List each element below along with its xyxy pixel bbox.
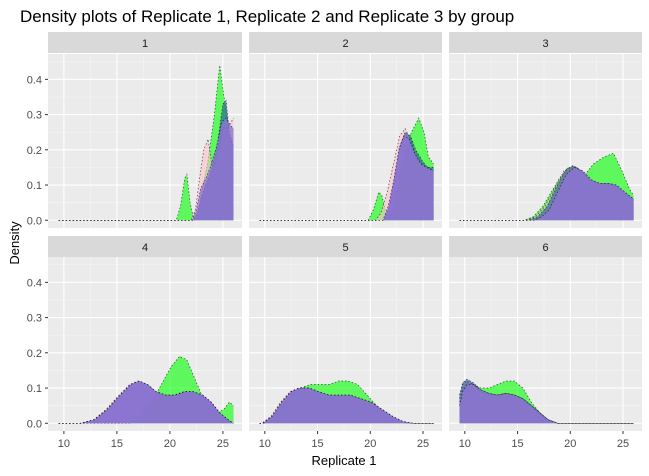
facet-panels: 1 2 3 4 5 6 [48, 32, 642, 431]
facet-strip-label: 3 [542, 38, 548, 50]
y-tick-label: 0.2 [27, 348, 42, 360]
facet-strip [249, 32, 442, 53]
density-area-series-4 [58, 381, 234, 424]
facet-strip [449, 32, 642, 53]
y-tick-label: 0.0 [27, 215, 42, 227]
density-areas [459, 152, 634, 221]
y-tick-label: 0.4 [27, 277, 42, 289]
y-tick-label: 0.1 [27, 383, 42, 395]
y-axis-label: Density [7, 221, 22, 265]
density-area-series-4 [459, 384, 634, 424]
density-outline-series-3 [459, 378, 634, 424]
density-areas [58, 65, 234, 221]
x-axis-ticks: 10 15 20 25 10 15 20 25 10 15 20 25 [58, 431, 629, 450]
facet-strip-label: 2 [342, 38, 348, 50]
facet-strip-label: 4 [142, 242, 148, 254]
chart-title: Density plots of Replicate 1, Replicate … [20, 7, 514, 26]
facet-strip-label: 5 [342, 242, 348, 254]
facet-strip-label: 6 [542, 242, 548, 254]
density-area-series-4 [459, 167, 634, 221]
density-outline-series-4 [459, 384, 634, 424]
x-axis-label: Replicate 1 [311, 453, 376, 468]
x-tick-label: 25 [217, 438, 229, 450]
y-axis-ticks: 0.0 0.1 0.2 0.3 0.4 0.0 0.1 0.2 0.3 0.4 [27, 74, 48, 430]
facet-strip [48, 236, 242, 257]
facet-panel-6: 6 [449, 236, 642, 431]
x-tick-label: 10 [58, 438, 70, 450]
x-tick-label: 20 [364, 438, 376, 450]
facet-panel-4: 4 [48, 236, 242, 431]
density-outline-series-2 [259, 387, 434, 424]
facet-strip-label: 1 [142, 38, 148, 50]
y-tick-label: 0.1 [27, 180, 42, 192]
facet-panel-2: 2 [249, 32, 442, 228]
gridlines [48, 257, 242, 431]
density-outline-series-4 [259, 387, 434, 424]
density-areas [259, 380, 434, 424]
facet-panel-5: 5 [249, 236, 442, 431]
y-tick-label: 0.2 [27, 145, 42, 157]
density-area-series-4 [58, 118, 234, 221]
x-tick-label: 10 [259, 438, 271, 450]
density-outline-series-1 [459, 152, 634, 221]
density-outline-series-3 [259, 131, 434, 221]
x-tick-label: 20 [164, 438, 176, 450]
y-tick-label: 0.3 [27, 110, 42, 122]
x-tick-label: 10 [459, 438, 471, 450]
facet-strip [449, 236, 642, 257]
x-tick-label: 25 [417, 438, 429, 450]
x-tick-label: 20 [564, 438, 576, 450]
density-area-series-4 [259, 135, 434, 221]
y-tick-label: 0.4 [27, 74, 42, 86]
density-outline-series-4 [58, 117, 234, 221]
density-area-series-4 [259, 388, 434, 424]
x-tick-label: 15 [311, 438, 323, 450]
gridlines [449, 257, 642, 431]
density-outline-series-4 [459, 166, 634, 221]
density-outline-series-2 [259, 128, 434, 221]
y-tick-label: 0.3 [27, 313, 42, 325]
x-tick-label: 15 [111, 438, 123, 450]
facet-strip [249, 236, 442, 257]
density-areas [58, 355, 234, 424]
x-tick-label: 15 [511, 438, 523, 450]
facet-strip [48, 32, 242, 53]
facet-panel-3: 3 [449, 32, 642, 228]
density-outline-series-1 [58, 355, 234, 424]
density-areas [259, 117, 434, 221]
y-tick-label: 0.0 [27, 418, 42, 430]
facet-panel-1: 1 [48, 32, 242, 228]
density-outline-series-4 [58, 380, 234, 424]
density-outline-series-4 [259, 135, 434, 221]
density-areas [459, 378, 634, 424]
x-tick-label: 25 [617, 438, 629, 450]
